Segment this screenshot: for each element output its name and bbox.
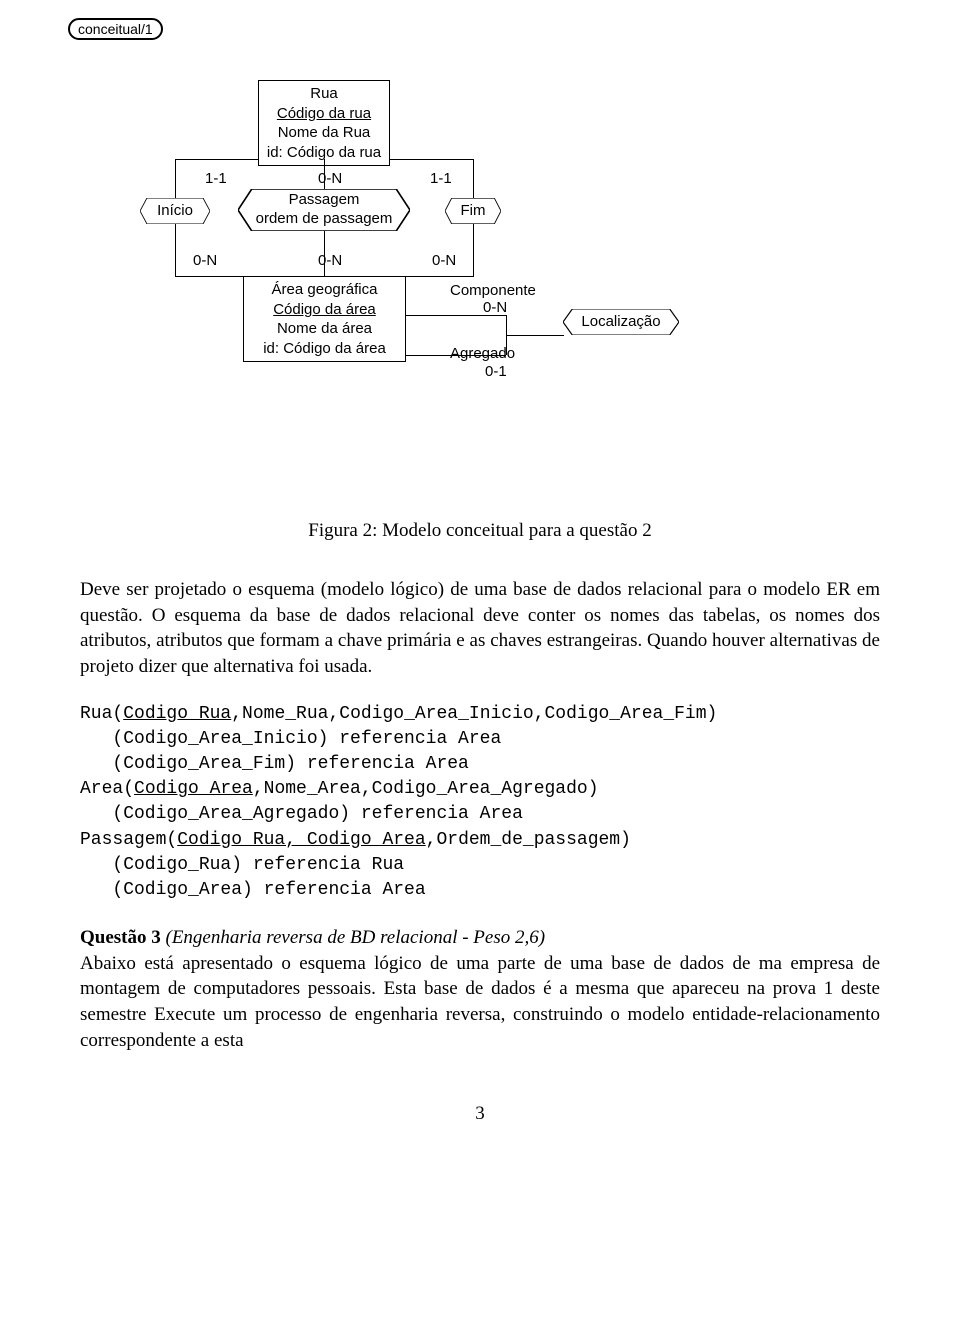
- code-block: Rua(Codigo_Rua,Nome_Rua,Codigo_Area_Inic…: [80, 702, 880, 904]
- line: [406, 315, 506, 316]
- code-text: ,Ordem_de_passagem): [426, 830, 631, 850]
- line: [175, 159, 258, 160]
- question-3-body: Abaixo está apresentado o esquema lógico…: [80, 953, 880, 1051]
- code-text: Codigo_Rua: [123, 704, 231, 724]
- line: [473, 224, 474, 276]
- cardinality: 0-N: [432, 252, 456, 269]
- relation-fim-label: Fim: [455, 202, 492, 221]
- entity-rua: Rua Código da rua Nome da Rua id: Código…: [258, 80, 390, 166]
- label-agregado: Agregado: [450, 345, 515, 362]
- code-text: Codigo_Rua, Codigo_Area: [177, 830, 425, 850]
- entity-rua-attr2: Nome da Rua: [265, 123, 383, 143]
- code-text: (Codigo_Area_Fim) referencia Area: [80, 754, 469, 774]
- relation-inicio-label: Início: [151, 202, 199, 221]
- cardinality: 1-1: [205, 170, 227, 187]
- relation-fim: Fim: [445, 198, 501, 224]
- entity-area-attr1: Código da área: [250, 300, 399, 320]
- paragraph-1: Deve ser projetado o esquema (modelo lóg…: [80, 577, 880, 680]
- page-number: 3: [80, 1103, 880, 1125]
- figure-caption: Figura 2: Modelo conceitual para a quest…: [80, 520, 880, 542]
- line: [506, 335, 564, 336]
- code-text: (Codigo_Rua) referencia Rua: [80, 855, 404, 875]
- question-3: Questão 3 (Engenharia reversa de BD rela…: [80, 925, 880, 1053]
- code-text: Rua(: [80, 704, 123, 724]
- code-text: Passagem(: [80, 830, 177, 850]
- cardinality: 0-N: [318, 252, 342, 269]
- relation-localizacao: Localização: [563, 309, 679, 335]
- code-text: ,Nome_Area,Codigo_Area_Agregado): [253, 779, 599, 799]
- tab-label: conceitual/1: [68, 18, 163, 40]
- code-text: Area(: [80, 779, 134, 799]
- relation-passagem-attr: ordem de passagem: [256, 210, 393, 229]
- cardinality: 0-1: [485, 363, 507, 380]
- line: [175, 159, 176, 199]
- question-3-label: Questão 3: [80, 927, 161, 948]
- entity-area-title: Área geográfica: [250, 280, 399, 300]
- code-text: (Codigo_Area_Inicio) referencia Area: [80, 729, 501, 749]
- entity-rua-title: Rua: [265, 84, 383, 104]
- cardinality: 0-N: [193, 252, 217, 269]
- code-text: ,Nome_Rua,Codigo_Area_Inicio,Codigo_Area…: [231, 704, 717, 724]
- cardinality: 1-1: [430, 170, 452, 187]
- relation-passagem-title: Passagem: [256, 191, 393, 210]
- line: [390, 159, 474, 160]
- entity-area: Área geográfica Código da área Nome da á…: [243, 276, 406, 362]
- er-diagram: Rua Código da rua Nome da Rua id: Código…: [80, 80, 880, 470]
- code-text: (Codigo_Area) referencia Area: [80, 880, 426, 900]
- relation-inicio: Início: [140, 198, 210, 224]
- code-text: Codigo_Area: [134, 779, 253, 799]
- label-componente: Componente: [450, 282, 536, 299]
- entity-area-attr2: Nome da área: [250, 319, 399, 339]
- cardinality: 0-N: [483, 299, 507, 316]
- relation-passagem: Passagem ordem de passagem: [238, 189, 410, 231]
- entity-rua-attr1: Código da rua: [265, 104, 383, 124]
- code-text: (Codigo_Area_Agregado) referencia Area: [80, 804, 523, 824]
- line: [406, 276, 474, 277]
- line: [473, 159, 474, 199]
- line: [175, 276, 243, 277]
- line: [175, 224, 176, 276]
- relation-localizacao-label: Localização: [575, 313, 666, 332]
- cardinality: 0-N: [318, 170, 342, 187]
- entity-area-id: id: Código da área: [250, 339, 399, 359]
- question-3-subtitle: (Engenharia reversa de BD relacional - P…: [161, 927, 545, 948]
